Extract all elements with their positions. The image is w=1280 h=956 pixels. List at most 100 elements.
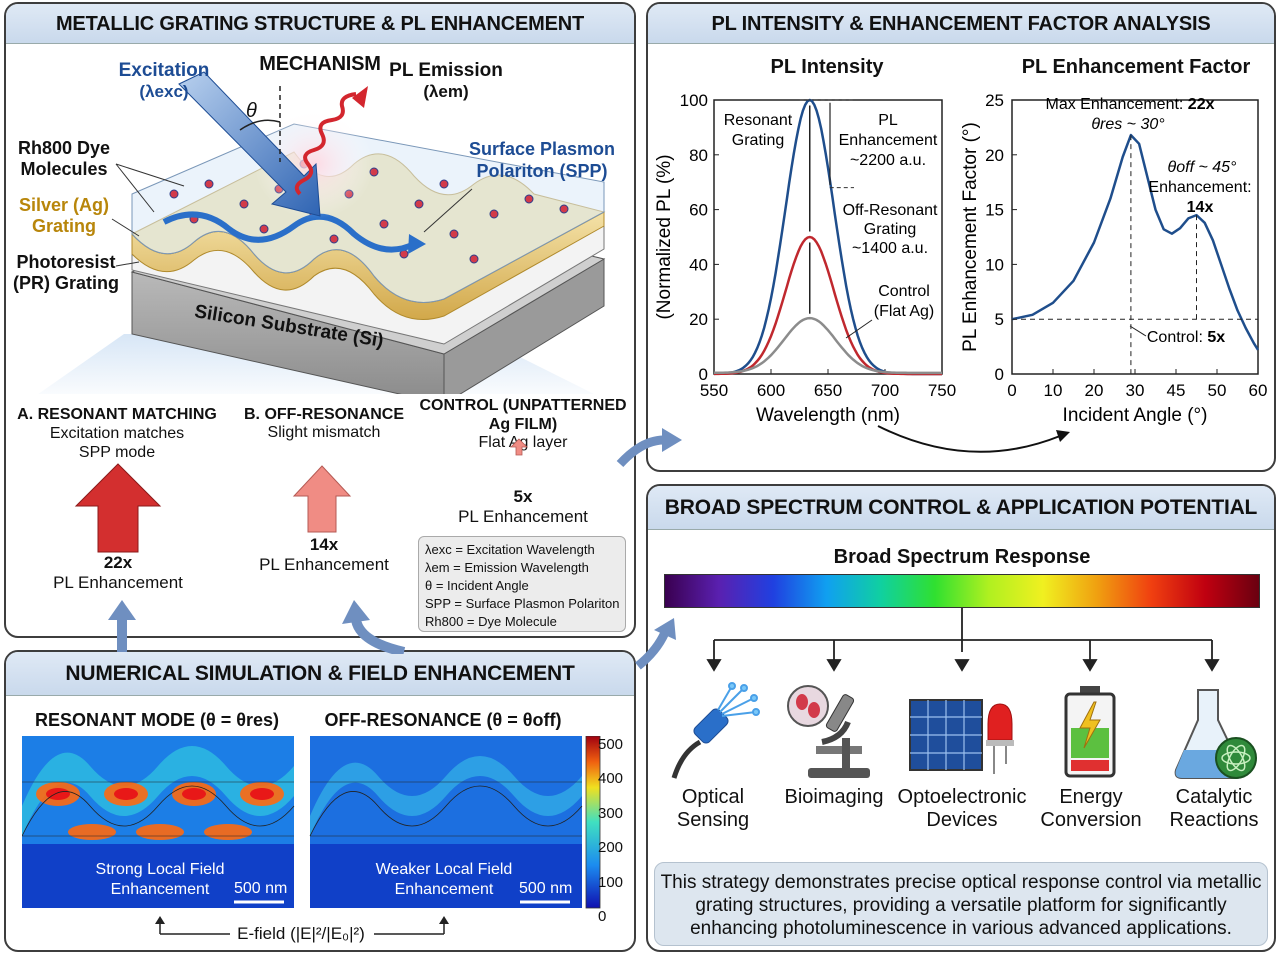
silver-label: Silver (Ag) Grating <box>18 195 110 236</box>
case-resonant-desc: Excitation matches SPP mode <box>49 425 185 461</box>
y-tick-label: 25 <box>985 91 1004 110</box>
case-resonant: A. RESONANT MATCHING Excitation matches … <box>10 406 224 462</box>
control-small-arrow <box>510 438 528 456</box>
catalytic-flask-icon <box>1174 689 1257 779</box>
resonant-up-arrow <box>74 463 162 553</box>
x-tick-label: 60 <box>1249 381 1268 400</box>
summary-box: This strategy demonstrates precise optic… <box>654 862 1268 946</box>
chart-link-arrow <box>877 425 1070 453</box>
case-off: B. OFF-RESONANCE Slight mismatch <box>236 406 412 442</box>
annot-control-2: (Flat Ag) <box>874 303 934 320</box>
broad-spectrum-title: BROAD SPECTRUM CONTROL & APPLICATION POT… <box>648 486 1274 530</box>
resonant-caption: Strong Local Field Enhancement <box>95 861 225 898</box>
annot-control: Control: 5x <box>1147 329 1225 346</box>
annot-pl-2: Enhancement <box>839 132 938 149</box>
legend-item: λem = Emission Wavelength <box>425 560 589 575</box>
spp-label: Surface Plasmon Polariton (SPP) <box>468 139 616 181</box>
series-line <box>1011 133 1260 351</box>
control-pointer <box>845 319 873 339</box>
simulation-title: NUMERICAL SIMULATION & FIELD ENHANCEMENT <box>6 652 634 696</box>
spectrum-bar <box>664 574 1260 608</box>
efield-label: E-field (|E|²/|E₀|²) <box>237 924 365 943</box>
colorbar-tick: 300 <box>598 804 624 822</box>
legend-item: θ = Incident Angle <box>425 578 529 593</box>
spp-wave <box>162 211 416 253</box>
off-mode-title: OFF-RESONANCE (θ = θoff) <box>324 710 562 730</box>
annot-off-2: Grating <box>864 221 916 238</box>
pl-intensity-title: PL Intensity <box>770 56 884 78</box>
x-tick-label: 750 <box>928 381 956 400</box>
annot-enh-label: Enhancement: <box>1148 179 1251 196</box>
off-value-block: 14x PL Enhancement <box>236 535 412 575</box>
control-caption: PL Enhancement <box>458 507 588 526</box>
legend-item: SPP = Surface Plasmon Polariton <box>425 596 620 611</box>
x-axis-label: Wavelength (nm) <box>756 405 900 426</box>
pl-enhancement-title: PL Enhancement Factor <box>1021 56 1251 78</box>
annot-control-1: Control <box>878 283 930 300</box>
energy-battery-icon <box>1064 686 1116 778</box>
simulation-arrows-up <box>108 600 406 654</box>
lambda-exc-label: (λexc) <box>139 82 189 101</box>
y-tick-label: 60 <box>689 201 708 220</box>
x-tick-label: 50 <box>1208 381 1227 400</box>
y-tick-label: 15 <box>985 201 1004 220</box>
excitation-arrow <box>178 71 321 217</box>
x-tick-label: 0 <box>1007 381 1016 400</box>
pl-emission-arrow <box>294 92 357 196</box>
case-control: CONTROL (UNPATTERNED Ag FILM) Flat Ag la… <box>418 396 628 452</box>
series-line <box>714 316 942 375</box>
case-resonant-title: A. RESONANT MATCHING <box>17 406 217 423</box>
app-catalytic: Catalytic Reactions <box>1169 786 1259 831</box>
y-axis-label: (Normalized PL (%) <box>654 154 675 319</box>
y-tick-label: 40 <box>689 255 708 274</box>
field-maps <box>22 736 601 909</box>
x-tick-label: 600 <box>757 381 785 400</box>
x-tick-label: 30 <box>1126 381 1145 400</box>
y-tick-label: 100 <box>680 91 708 110</box>
resonant-value-block: 22x PL Enhancement <box>30 553 206 593</box>
legend-item: Rh800 = Dye Molecule <box>425 614 557 629</box>
case-off-desc: Slight mismatch <box>267 424 381 441</box>
scale-bar-label: 500 nm <box>519 880 573 897</box>
annot-max: Max Enhancement: 22x <box>1046 96 1215 113</box>
resonant-caption: PL Enhancement <box>53 573 183 592</box>
photoresist-label: Photoresist (PR) Grating <box>13 252 119 293</box>
control-pointer <box>1129 325 1147 337</box>
optical-sensing-icon <box>671 682 760 779</box>
x-tick-label: 700 <box>871 381 899 400</box>
mechanism-diagram: Silicon Substrate (Si) <box>38 71 606 394</box>
legend-item: λexc = Excitation Wavelength <box>425 542 595 557</box>
x-tick-label: 550 <box>700 381 728 400</box>
lambda-em-label: (λem) <box>423 82 469 101</box>
off-caption: Weaker Local Field Enhancement <box>375 861 513 898</box>
x-tick-label: 45 <box>1167 381 1186 400</box>
optoelectronic-icon <box>909 699 1014 774</box>
off-caption: PL Enhancement <box>259 555 389 574</box>
app-bioimaging: Bioimaging <box>784 786 884 808</box>
case-control-title: CONTROL (UNPATTERNED Ag FILM) <box>419 397 627 433</box>
x-tick-label: 10 <box>1044 381 1063 400</box>
resonant-mode-title: RESONANT MODE (θ = θres) <box>35 710 279 730</box>
colorbar-tick: 100 <box>598 873 624 891</box>
annot-resonant-2: Grating <box>732 132 784 149</box>
pl-analysis-panel: PL INTENSITY & ENHANCEMENT FACTOR ANALYS… <box>646 2 1276 472</box>
annot-pl-1: PL <box>878 112 898 129</box>
annot-pl-3: ~2200 a.u. <box>850 152 926 169</box>
annot-resonant-1: Resonant <box>724 112 793 129</box>
y-tick-label: 0 <box>699 365 708 384</box>
x-tick-label: 20 <box>1085 381 1104 400</box>
resonant-value: 22x <box>103 553 133 572</box>
colorbar <box>585 736 601 909</box>
efield-bracket <box>155 916 449 935</box>
y-tick-label: 0 <box>995 365 1004 384</box>
app-optoelectronic: Optoelectronic Devices <box>897 786 1027 831</box>
y-tick-label: 80 <box>689 146 708 165</box>
control-value: 5x <box>513 487 533 506</box>
dye-label: Rh800 Dye Molecules <box>17 138 111 179</box>
scale-bar-label: 500 nm <box>234 880 288 897</box>
app-energy: Energy Conversion <box>1040 786 1142 831</box>
spectrum-label: Broad Spectrum Response <box>833 546 1091 568</box>
pl-analysis-title: PL INTENSITY & ENHANCEMENT FACTOR ANALYS… <box>648 4 1274 44</box>
excitation-label: Excitation (λexc) <box>104 60 224 102</box>
abbreviation-legend: λexc = Excitation Wavelength λem = Emiss… <box>418 536 626 632</box>
